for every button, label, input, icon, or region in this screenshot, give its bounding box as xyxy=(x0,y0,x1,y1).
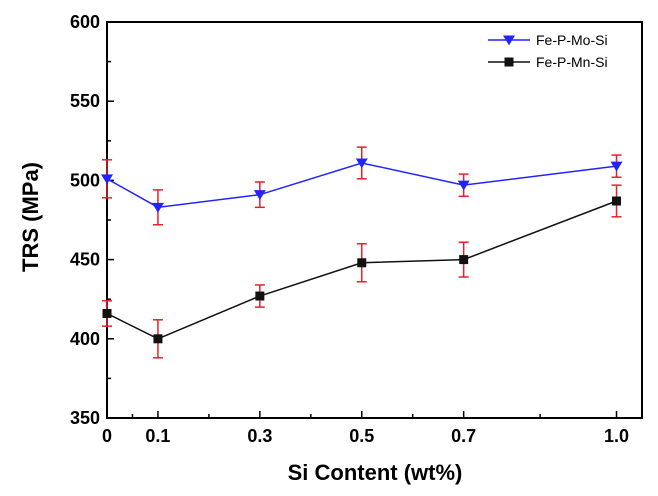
x-tick-label: 0.5 xyxy=(349,426,374,446)
data-point xyxy=(610,161,623,172)
series-line xyxy=(106,200,617,340)
legend-item: Fe-P-Mn-Si xyxy=(488,54,608,70)
x-tick-label: 0 xyxy=(102,426,112,446)
series-fe-p-mn-si xyxy=(102,184,622,359)
series-line xyxy=(106,162,617,209)
legend-marker xyxy=(503,35,515,46)
series-layer xyxy=(101,146,623,359)
data-point xyxy=(253,190,266,201)
legend-marker xyxy=(504,57,514,67)
axes: 350 400 450 500 550 600 0 0.1 0.3 0.5 0.7 1.0 xyxy=(70,12,643,446)
y-axis-title: TRS (MPa) xyxy=(18,162,43,272)
x-tick-label: 0.7 xyxy=(451,426,476,446)
x-tick-label: 0.3 xyxy=(247,426,272,446)
x-axis-title: Si Content (wt%) xyxy=(288,460,463,485)
data-point xyxy=(255,291,265,301)
legend: Fe-P-Mo-Si Fe-P-Mn-Si xyxy=(488,32,608,70)
x-tick-label: 1.0 xyxy=(604,426,629,446)
data-point xyxy=(459,255,469,265)
y-tick-label: 450 xyxy=(70,250,100,270)
legend-item: Fe-P-Mo-Si xyxy=(488,32,608,48)
series-fe-p-mo-si xyxy=(101,146,623,226)
data-point xyxy=(102,308,112,318)
legend-label: Fe-P-Mn-Si xyxy=(536,54,608,70)
data-point xyxy=(357,258,367,268)
y-tick-label: 400 xyxy=(70,329,100,349)
data-point xyxy=(101,174,113,185)
y-tick-label: 500 xyxy=(70,170,100,190)
data-point xyxy=(355,158,368,169)
legend-label: Fe-P-Mo-Si xyxy=(536,32,608,48)
data-point xyxy=(153,334,163,344)
y-tick-label: 600 xyxy=(70,12,100,32)
data-point xyxy=(151,202,164,213)
data-point xyxy=(612,196,622,206)
x-tick-label: 0.1 xyxy=(145,426,170,446)
y-tick-label: 550 xyxy=(70,91,100,111)
y-tick-label: 350 xyxy=(70,408,100,428)
plot-frame xyxy=(106,21,643,419)
data-point xyxy=(457,180,470,191)
